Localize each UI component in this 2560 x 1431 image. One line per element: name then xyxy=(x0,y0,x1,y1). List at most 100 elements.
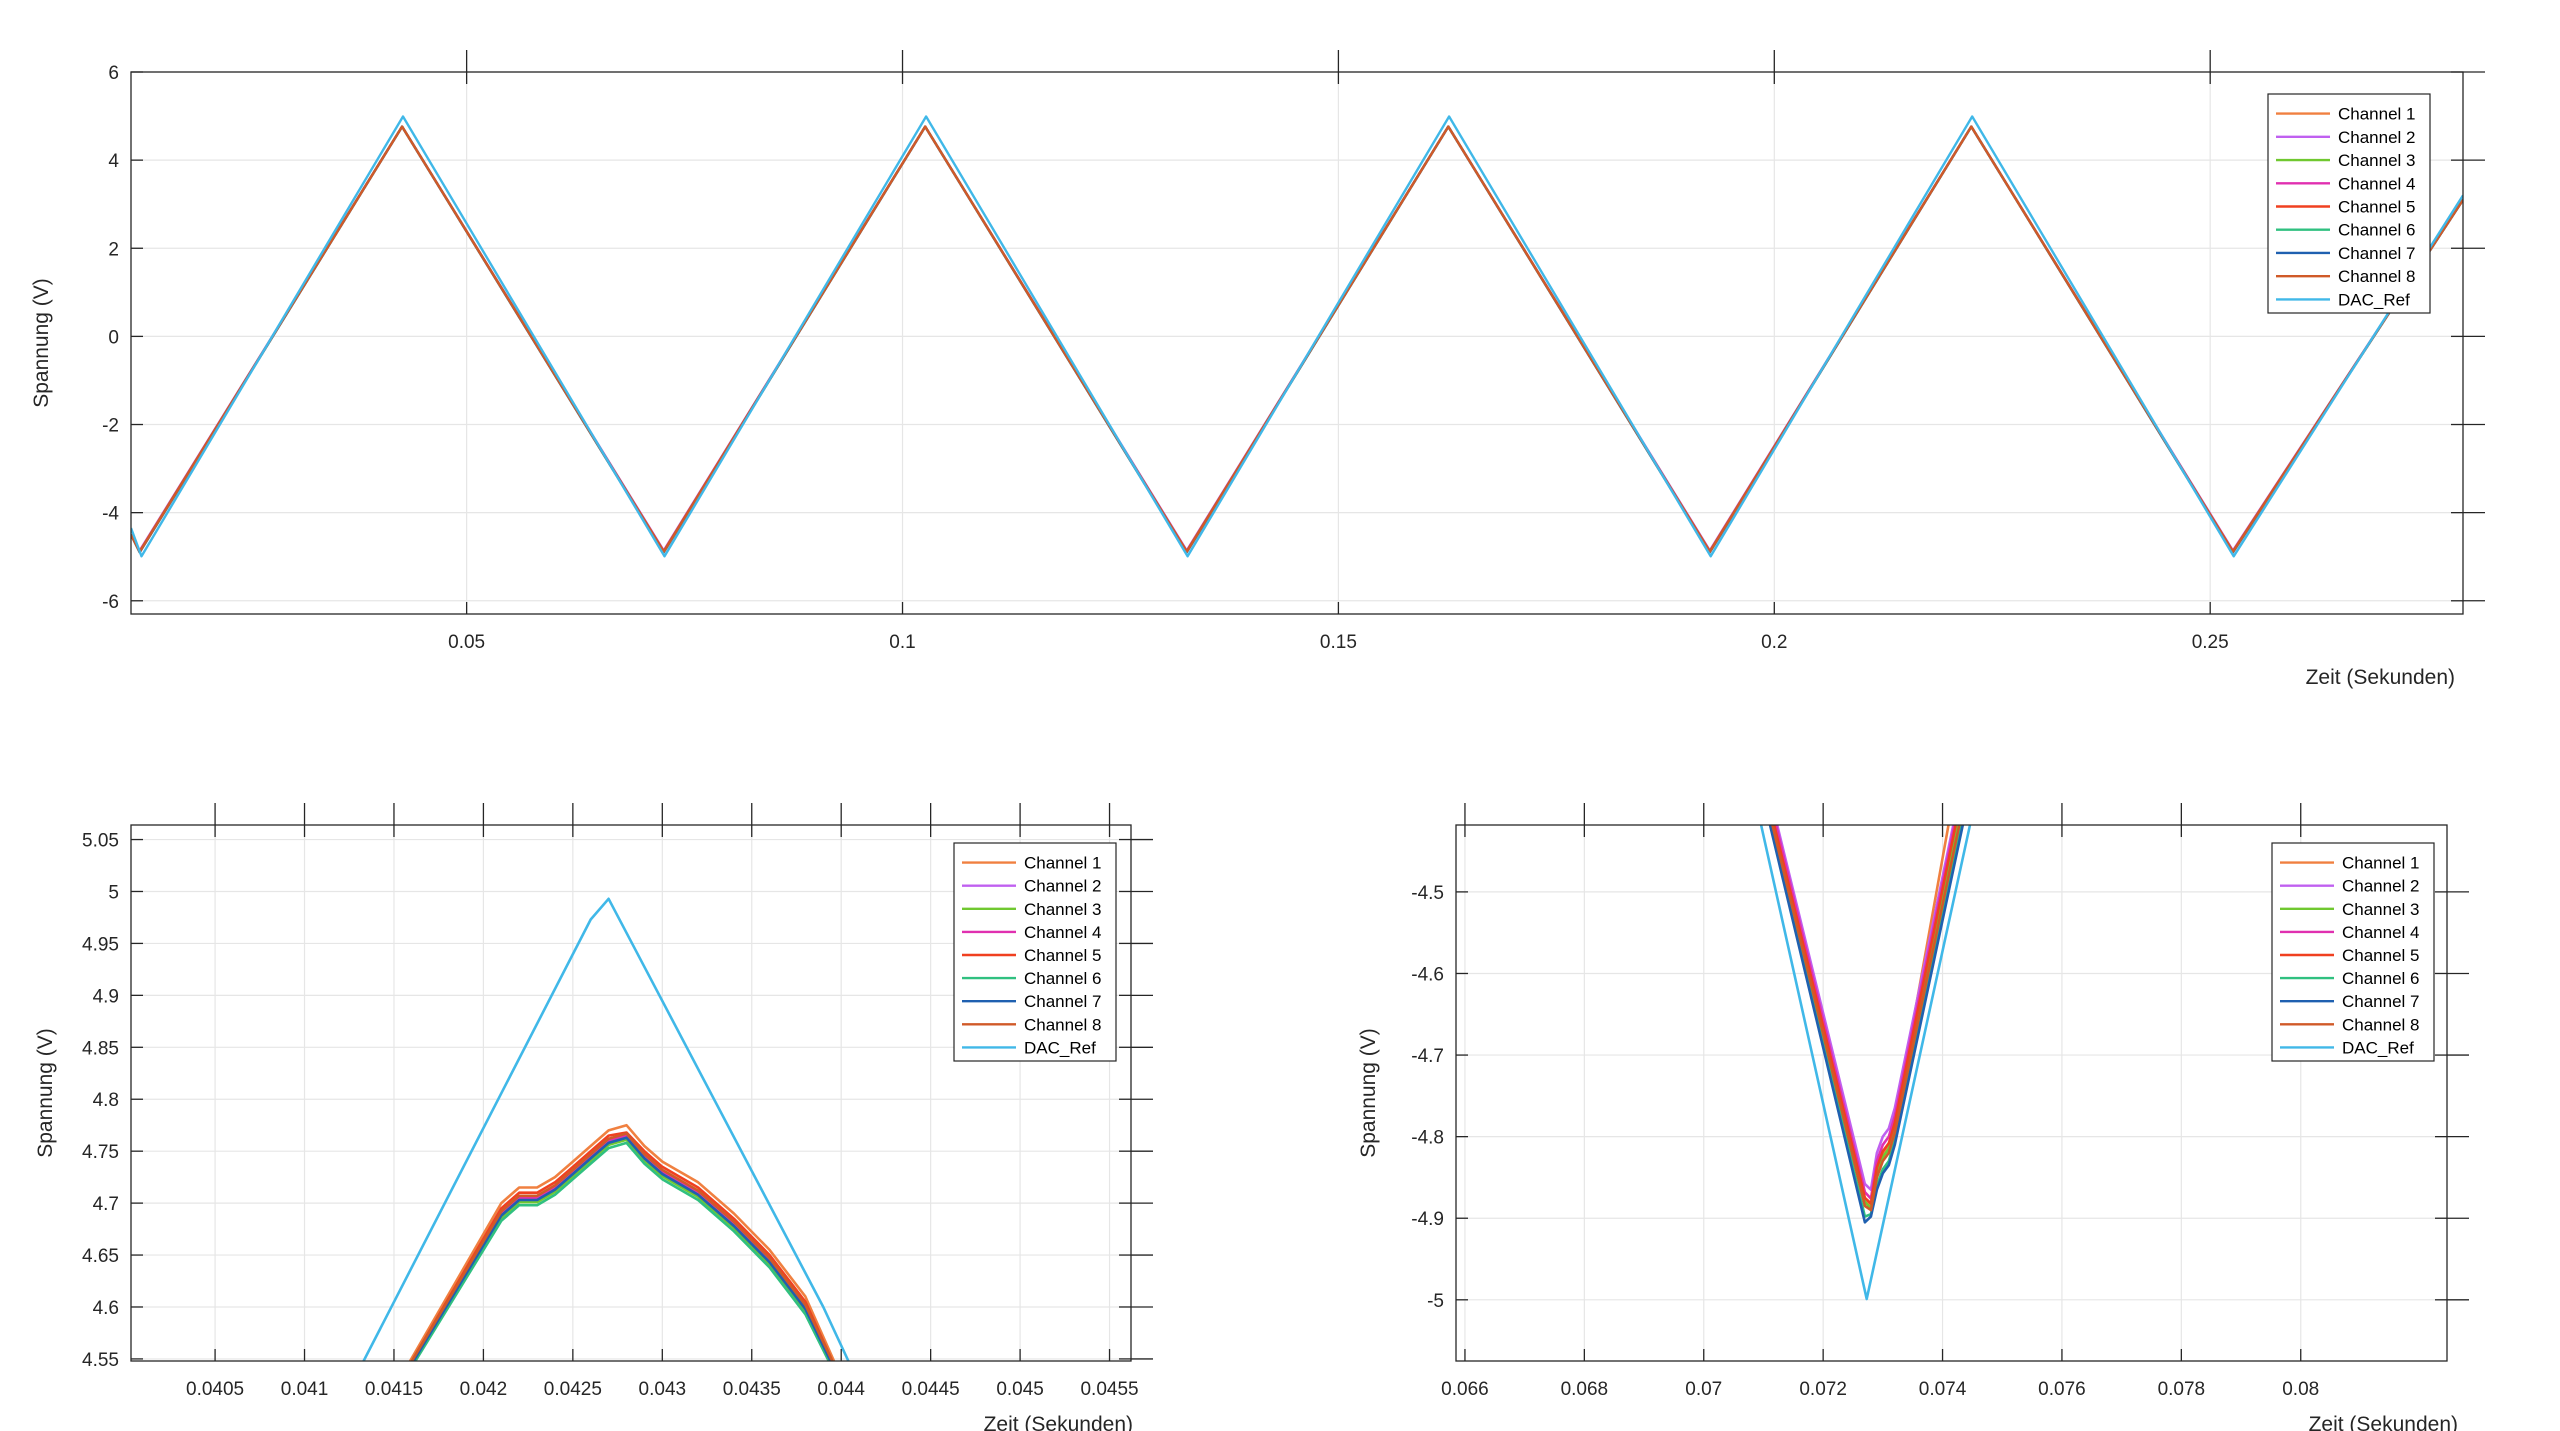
series-line-channel-8 xyxy=(131,125,2463,554)
legend-entry-label: Channel 2 xyxy=(1024,877,1102,896)
y-axis-label: Spannung (V) xyxy=(1357,1028,1380,1158)
x-tick-label: 0.0405 xyxy=(186,1379,244,1400)
legend-entry-label: Channel 5 xyxy=(1024,946,1102,965)
y-tick-label: 4.95 xyxy=(82,934,119,955)
x-tick-label: 0.041 xyxy=(281,1379,329,1400)
x-tick-label: 0.045 xyxy=(996,1379,1044,1400)
y-tick-label: 4.7 xyxy=(93,1194,119,1215)
series-group xyxy=(131,115,2463,558)
y-tick-label: -6 xyxy=(102,592,119,613)
y-tick-label: -4.5 xyxy=(1411,883,1444,904)
legend-entry-label: Channel 1 xyxy=(2342,854,2420,873)
legend-entry-label: Channel 6 xyxy=(1024,969,1102,988)
x-tick-label: 0.07 xyxy=(1685,1379,1722,1400)
x-tick-label: 0.072 xyxy=(1799,1379,1847,1400)
legend-entry-label: Channel 5 xyxy=(2342,946,2420,965)
legend-entry-label: Channel 4 xyxy=(2342,923,2420,942)
x-tick-label: 0.044 xyxy=(817,1379,865,1400)
x-tick-label: 0.068 xyxy=(1561,1379,1609,1400)
x-tick-label: 0.043 xyxy=(639,1379,687,1400)
series-line-channel-2 xyxy=(1775,825,1955,1191)
legend-entry-label: Channel 7 xyxy=(2338,244,2416,263)
series-line-channel-7 xyxy=(1768,825,1965,1224)
series-line-channel-5 xyxy=(1772,825,1957,1205)
legend-entry-label: Channel 4 xyxy=(1024,923,1102,942)
y-tick-label: -4.9 xyxy=(1411,1209,1444,1230)
x-tick-label: 0.078 xyxy=(2158,1379,2206,1400)
series-line-channel-4 xyxy=(412,1134,832,1361)
x-tick-label: 0.0435 xyxy=(723,1379,781,1400)
y-tick-label: 2 xyxy=(108,239,119,260)
legend-entry-label: Channel 8 xyxy=(1024,1015,1102,1034)
series-line-channel-3 xyxy=(412,1138,832,1361)
y-tick-label: 4.75 xyxy=(82,1142,119,1163)
legend-entry-label: Channel 4 xyxy=(2338,174,2416,193)
x-tick-label: 0.042 xyxy=(460,1379,508,1400)
legend-entry-label: Channel 8 xyxy=(2338,267,2416,286)
x-tick-label: 0.074 xyxy=(1919,1379,1967,1400)
y-tick-label: 4.85 xyxy=(82,1038,119,1059)
legend-entry-label: DAC_Ref xyxy=(2342,1038,2414,1057)
axes-box xyxy=(130,71,2464,615)
legend-entry-label: Channel 3 xyxy=(2342,900,2420,919)
legend-entry-label: Channel 1 xyxy=(2338,105,2416,124)
series-line-channel-6 xyxy=(414,1141,830,1361)
y-tick-label: 4 xyxy=(108,151,119,172)
y-tick-label: -4.8 xyxy=(1411,1128,1444,1149)
series-line-channel-5 xyxy=(410,1131,834,1361)
y-tick-label: 0 xyxy=(108,327,119,348)
chart-panel-3: 0.066 0.068 0.07 0.072 0.074 0.076 0.078 0.08 -4… xyxy=(1357,803,2469,1431)
y-tick-label: -5 xyxy=(1427,1291,1444,1312)
x-tick-label: 0.2 xyxy=(1761,632,1787,653)
x-axis-label: Zeit (Sekunden) xyxy=(2309,1413,2458,1431)
legend-entry-label: Channel 6 xyxy=(2338,221,2416,240)
x-tick-label: 0.0415 xyxy=(365,1379,423,1400)
plot-area xyxy=(131,72,2463,614)
y-tick-label: 4.65 xyxy=(82,1246,119,1267)
legend: Channel 1 Channel 2 Channel 3 Channel 4 Chan… xyxy=(2271,842,2435,1062)
y-tick-label: 4.8 xyxy=(93,1090,119,1111)
legend-entry-label: Channel 2 xyxy=(2342,877,2420,896)
x-tick-label: 0.0445 xyxy=(902,1379,960,1400)
legend-entry-label: Channel 7 xyxy=(2342,992,2420,1011)
series-line-channel-4 xyxy=(1774,825,1956,1200)
legend: Channel 1 Channel 2 Channel 3 Channel 4 Chan… xyxy=(953,842,1117,1062)
x-tick-label: 0.08 xyxy=(2282,1379,2319,1400)
y-tick-label: -4.6 xyxy=(1411,964,1444,985)
axes-box xyxy=(1455,824,2448,1362)
x-tick-label: 0.066 xyxy=(1441,1379,1489,1400)
series-line-dac-ref xyxy=(131,115,2463,558)
legend-entry-label: Channel 6 xyxy=(2342,969,2420,988)
legend-entry-label: DAC_Ref xyxy=(1024,1038,1096,1057)
legend-entry-label: Channel 7 xyxy=(1024,992,1102,1011)
legend-entry-label: Channel 5 xyxy=(2338,198,2416,217)
legend-entry-label: DAC_Ref xyxy=(2338,290,2410,309)
x-tick-label: 0.0425 xyxy=(544,1379,602,1400)
y-axis-label: Spannung (V) xyxy=(30,278,53,408)
legend-entry-label: Channel 3 xyxy=(2338,151,2416,170)
y-tick-label: 4.9 xyxy=(93,986,119,1007)
y-tick-label: 4.55 xyxy=(82,1350,119,1371)
x-tick-label: 0.25 xyxy=(2192,632,2229,653)
chart-panel-2: 0.0405 0.041 0.0415 0.042 0.0425 0.043 0.0435 0… xyxy=(34,803,1153,1431)
x-tick-label: 0.0455 xyxy=(1080,1379,1138,1400)
series-group xyxy=(1759,825,1972,1301)
series-line-channel-1 xyxy=(408,1123,836,1361)
series-line-channel-8 xyxy=(1771,825,1961,1212)
series-line-channel-8 xyxy=(410,1132,834,1361)
x-tick-label: 0.076 xyxy=(2038,1379,2086,1400)
series-line-dac-ref xyxy=(362,897,850,1361)
series-line-channel-7 xyxy=(412,1136,832,1361)
x-tick-label: 0.15 xyxy=(1320,632,1357,653)
series-line-dac-ref xyxy=(1759,825,1972,1301)
y-tick-label: 4.6 xyxy=(93,1298,119,1319)
axes-box xyxy=(130,824,1132,1362)
legend-entry-label: Channel 1 xyxy=(1024,854,1102,873)
x-tick-label: 0.05 xyxy=(448,632,485,653)
chart-panel-1: 0.05 0.1 0.15 0.2 0.25 6 4 2 0 -2 -4 -6 Zeit (Sekund… xyxy=(30,50,2485,689)
legend-entry-label: Channel 8 xyxy=(2342,1015,2420,1034)
x-axis-label: Zeit (Sekunden) xyxy=(984,1413,1133,1431)
series-group xyxy=(362,897,850,1361)
legend-entry-label: Channel 2 xyxy=(2338,128,2416,147)
